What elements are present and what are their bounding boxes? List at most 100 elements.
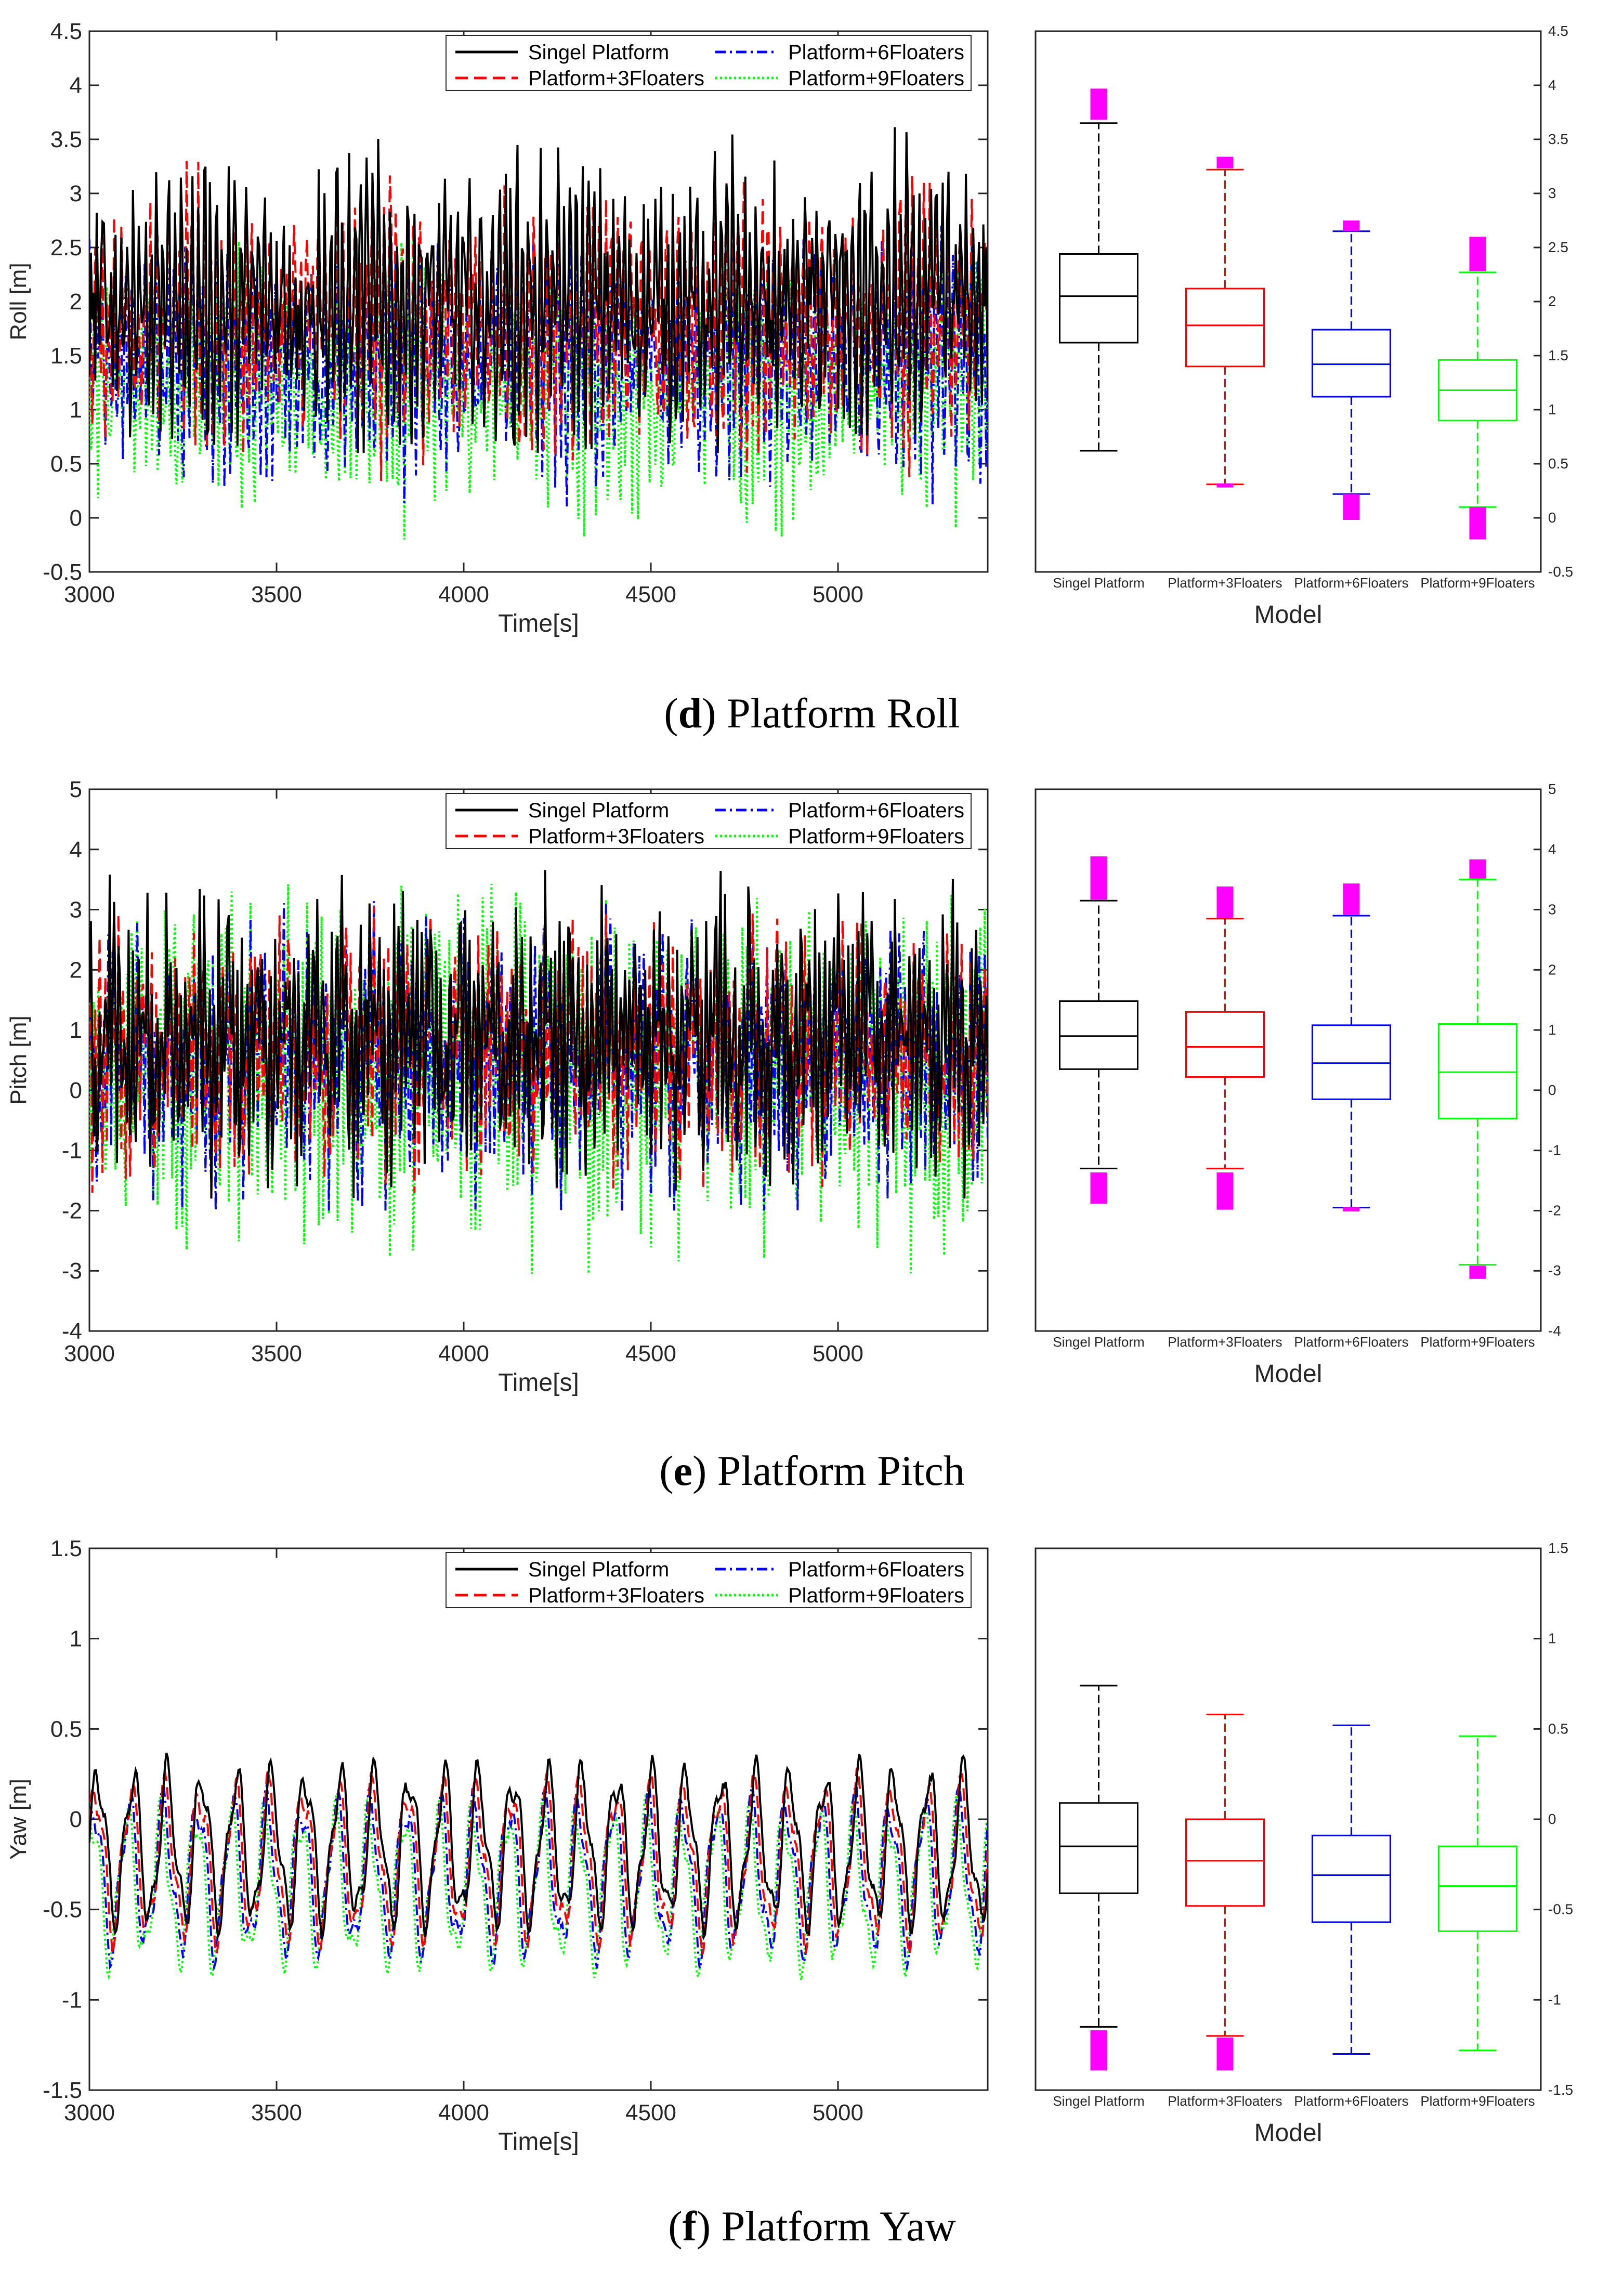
y-tick-label: 3	[70, 181, 82, 206]
y-tick-label: -2	[62, 1198, 82, 1223]
y-tick-label: -0.5	[43, 559, 82, 585]
box-plot-area	[1034, 788, 1542, 1332]
box-1	[1059, 1685, 1138, 2071]
x-tick-label: 3500	[251, 2100, 302, 2125]
box-3	[1312, 220, 1391, 520]
box-1	[1059, 88, 1138, 452]
series-line-3	[89, 1781, 988, 1972]
outliers-high	[1343, 883, 1360, 915]
y-tick-label: 0.5	[50, 1716, 82, 1742]
caption-pitch: (e) Platform Pitch	[659, 1447, 965, 1494]
x-tick-label: 3500	[251, 1341, 302, 1366]
box-y-tick-label: -1	[1548, 1142, 1561, 1158]
outliers-low	[1090, 1172, 1107, 1204]
y-tick-label: 2.5	[50, 235, 82, 260]
box-y-tick-label: -4	[1548, 1323, 1561, 1339]
outliers-high	[1090, 88, 1107, 120]
y-tick-label: 1	[70, 397, 82, 423]
outliers-high	[1469, 859, 1486, 879]
series-group	[89, 1752, 988, 1981]
line-plot-pitch: -4 -3 -2 -1 0 1 2 3 4 5 3000 3500 4000 4500 5000 Time[s…	[6, 777, 989, 1397]
caption-text: Platform Roll	[727, 689, 960, 737]
box-rect	[1059, 253, 1138, 344]
box-rect	[1185, 1818, 1265, 1907]
y-tick-label: 0	[70, 1807, 82, 1832]
box-2	[1185, 156, 1265, 488]
outliers-low	[1090, 2030, 1107, 2071]
x-tick-label: 5000	[813, 2100, 863, 2125]
box-1	[1059, 856, 1138, 1204]
y-tick-label: 5	[70, 777, 82, 802]
series-line-4	[89, 1793, 988, 1981]
plot-area	[88, 1547, 989, 2091]
box-y-tick-label: -0.5	[1548, 564, 1573, 580]
series-line-2	[89, 1764, 988, 1958]
x-tick-label: 3000	[64, 1341, 115, 1366]
x-axis-label: Time[s]	[498, 1369, 579, 1397]
y-tick-label: 3.5	[50, 127, 82, 152]
legend-box	[446, 35, 972, 91]
legend-label: Singel Platform	[528, 1558, 669, 1581]
box-category-label: Platform+9Floaters	[1420, 1334, 1535, 1350]
box-y-tick-label: 0	[1548, 1082, 1556, 1098]
box-y-tick-label: 0.5	[1548, 455, 1568, 472]
box-rect	[1059, 1802, 1138, 1894]
y-axis-label: Roll [m]	[6, 263, 31, 340]
legend: Singel Platform Platform+6Floaters Platfor…	[446, 35, 972, 91]
x-tick-label: 4500	[625, 582, 676, 607]
outliers-low	[1343, 494, 1360, 520]
box-plot-roll: -0.5 0 0.5 1 1.5 2 2.5 3 3.5 4 4.5 Singel Platform P…	[1034, 23, 1573, 629]
box-y-tick-label: 4	[1548, 77, 1556, 93]
chart-yaw: -1.5 -1 -0.5 0 0.5 1 1.5 3000 3500 4000 4500 5000 Ti…	[6, 1536, 1573, 2156]
x-tick-label: 4000	[438, 1341, 489, 1366]
y-tick-label: -1	[62, 1138, 82, 1164]
x-tick-label: 3000	[64, 582, 115, 607]
box-category-label: Platform+9Floaters	[1420, 2093, 1535, 2109]
y-tick-label: 1	[70, 1626, 82, 1652]
legend: Singel Platform Platform+6Floaters Platfor…	[446, 793, 972, 849]
box-plot-area	[1034, 30, 1542, 573]
box-y-tick-label: 0	[1548, 510, 1556, 526]
box-category-label: Platform+9Floaters	[1420, 575, 1535, 591]
y-tick-label: 1.5	[50, 1536, 82, 1561]
box-plot-yaw: -1.5 -1 -0.5 0 0.5 1 1.5 Singel Platform Platfor…	[1034, 1540, 1573, 2147]
box-y-tick-label: 3.5	[1548, 131, 1568, 147]
legend-box	[446, 1552, 972, 1608]
box-rect	[1312, 1024, 1391, 1100]
y-tick-label: 4.5	[50, 19, 82, 44]
outliers-high	[1216, 886, 1234, 918]
y-tick-label: -4	[62, 1319, 82, 1344]
series-line-1	[89, 127, 988, 453]
box-x-axis-label: Model	[1254, 1360, 1322, 1388]
box-y-tick-label: 4	[1548, 841, 1556, 857]
legend-label: Platform+3Floaters	[528, 67, 704, 90]
series-group	[89, 127, 988, 540]
legend-label: Platform+6Floaters	[788, 1558, 964, 1581]
caption-letter: e	[673, 1447, 692, 1494]
legend-label: Singel Platform	[528, 41, 669, 64]
box-plot-area	[1034, 1547, 1542, 2091]
box-4	[1438, 1735, 1517, 2052]
y-tick-label: 1	[70, 1017, 82, 1043]
series-line-1	[89, 870, 988, 1199]
x-axis-label: Time[s]	[498, 610, 579, 637]
box-rect	[1438, 1845, 1517, 1932]
box-y-tick-label: 5	[1548, 781, 1556, 797]
outliers-low	[1216, 1172, 1234, 1210]
y-tick-label: 2	[70, 289, 82, 315]
box-category-label: Platform+3Floaters	[1168, 1334, 1282, 1350]
outliers-low	[1343, 1207, 1360, 1212]
box-4	[1438, 237, 1517, 540]
box-plot-pitch: -4 -3 -2 -1 0 1 2 3 4 5 Singel Platform Platform+3F…	[1034, 781, 1561, 1388]
y-tick-label: 4	[70, 837, 82, 863]
box-2	[1185, 886, 1265, 1210]
box-category-label: Platform+3Floaters	[1168, 575, 1282, 591]
outliers-high	[1343, 220, 1360, 231]
y-tick-label: -1	[62, 1987, 82, 2013]
y-tick-label: -3	[62, 1258, 82, 1284]
box-rect	[1438, 1023, 1517, 1119]
box-y-tick-label: 3	[1548, 902, 1556, 918]
box-category-label: Platform+3Floaters	[1168, 2093, 1282, 2109]
